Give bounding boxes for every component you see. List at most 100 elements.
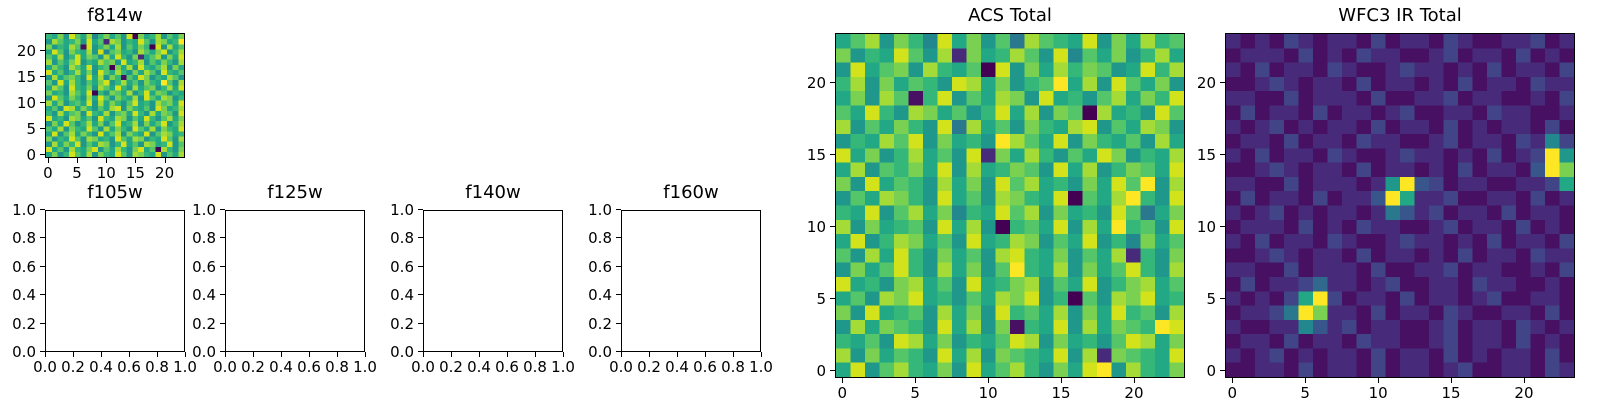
heatmap-f814w	[46, 34, 184, 157]
y-axis-ticks-f140w: 0.0 0.2 0.4 0.6 0.8 1.0	[377, 201, 423, 361]
y-tick-label: 5	[1206, 289, 1216, 308]
y-tick-label: 10	[16, 94, 36, 113]
x-tick-mark	[129, 352, 130, 357]
x-tick-mark	[164, 158, 166, 163]
x-tick-mark	[1523, 378, 1525, 383]
axes-f125w	[225, 210, 365, 352]
y-tick-mark	[40, 294, 45, 296]
x-tick-label: 5	[910, 384, 920, 400]
y-tick-mark	[40, 102, 45, 104]
heatmap-acs-total	[836, 34, 1184, 377]
y-tick-mark	[616, 237, 621, 239]
y-tick-label: 5	[816, 289, 826, 308]
subplot-acs-total: ACS Total 0 5 10 15 20 0 5 10 15 20	[807, 6, 1185, 400]
y-tick-mark	[418, 322, 423, 324]
plot-title-acs-total: ACS Total	[968, 5, 1052, 27]
x-tick-mark	[451, 352, 452, 357]
y-tick-mark	[616, 351, 621, 352]
y-axis-ticks-wfc3-ir-total: 0 5 10 15 20	[1179, 33, 1225, 380]
x-tick-mark	[621, 352, 622, 357]
y-tick-mark	[616, 209, 621, 210]
subplot-f140w: f140w 0.0 0.2 0.4 0.6 0.8 1.0 0.0 0.2 0.4 0.6 0.8…	[390, 183, 575, 376]
y-tick-label: 5	[26, 120, 36, 139]
y-tick-mark	[418, 209, 423, 210]
y-axis-ticks-f814w: 0 5 10 15 20	[0, 33, 45, 164]
y-tick-mark	[830, 82, 835, 84]
x-tick-mark	[77, 158, 79, 163]
axes-f160w	[621, 210, 761, 352]
x-tick-mark	[507, 352, 508, 357]
x-tick-label: 0	[1227, 384, 1238, 400]
x-tick-label: 10	[1368, 384, 1388, 400]
y-tick-mark	[40, 128, 45, 130]
x-axis-ticks-f160w: 0.0 0.2 0.4 0.6 0.8 1.0	[609, 352, 773, 378]
y-tick-label: 15	[16, 68, 36, 87]
x-tick-mark	[225, 352, 226, 357]
x-tick-label: 5	[72, 164, 82, 182]
y-tick-label: 0.2	[390, 314, 414, 333]
x-tick-mark	[733, 352, 734, 357]
x-tick-mark	[309, 352, 310, 357]
axes-f105w	[45, 210, 185, 352]
x-tick-mark	[47, 158, 49, 163]
plot-title-f125w: f125w	[267, 182, 323, 204]
y-tick-label: 1.0	[390, 201, 414, 219]
x-tick-label: 1.0	[173, 358, 197, 376]
y-tick-label: 0.4	[192, 286, 216, 305]
y-tick-mark	[40, 351, 45, 352]
x-tick-mark	[1378, 378, 1380, 383]
plot-title-f160w: f160w	[663, 182, 719, 204]
y-tick-mark	[40, 76, 45, 78]
x-axis-ticks-f105w: 0.0 0.2 0.4 0.6 0.8 1.0	[33, 352, 197, 378]
subplot-f814w: f814w 0 5 10 15 20 0 5 10 15 20	[17, 6, 185, 182]
y-axis-ticks-f105w: 0.0 0.2 0.4 0.6 0.8 1.0	[0, 201, 45, 361]
x-tick-mark	[988, 378, 990, 383]
y-tick-label: 1.0	[588, 201, 612, 219]
axes-acs-total	[835, 33, 1185, 378]
x-tick-label: 0.8	[721, 358, 745, 376]
y-tick-label: 0.0	[588, 343, 612, 361]
y-tick-label: 1.0	[192, 201, 216, 219]
x-tick-label: 0.0	[33, 358, 57, 376]
x-tick-label: 0.6	[693, 358, 717, 376]
x-tick-mark	[705, 352, 706, 357]
y-tick-label: 0.6	[12, 257, 36, 276]
x-tick-mark	[337, 352, 338, 357]
x-tick-mark	[1133, 378, 1135, 383]
y-tick-mark	[220, 322, 225, 324]
x-tick-label: 0.6	[117, 358, 141, 376]
y-axis-ticks-f160w: 0.0 0.2 0.4 0.6 0.8 1.0	[575, 201, 621, 361]
x-tick-label: 0.8	[325, 358, 349, 376]
x-tick-mark	[365, 352, 366, 357]
x-tick-mark	[1061, 378, 1063, 383]
x-tick-label: 20	[1514, 384, 1534, 400]
x-tick-label: 0.2	[439, 358, 463, 376]
subplot-wfc3-ir-total: WFC3 IR Total 0 5 10 15 20 0 5 10 15 20	[1197, 6, 1575, 400]
x-tick-label: 10	[978, 384, 998, 400]
x-axis-ticks-f140w: 0.0 0.2 0.4 0.6 0.8 1.0	[411, 352, 575, 378]
y-tick-label: 20	[16, 42, 36, 61]
y-tick-label: 0.6	[588, 257, 612, 276]
y-tick-label: 20	[1196, 74, 1216, 93]
y-tick-label: 0.8	[390, 229, 414, 248]
x-tick-label: 0.8	[145, 358, 169, 376]
x-axis-ticks-wfc3-ir-total: 0 5 10 15 20	[1225, 378, 1575, 400]
y-tick-label: 0.8	[12, 229, 36, 248]
axes-wfc3-ir-total	[1225, 33, 1575, 378]
y-tick-mark	[1220, 82, 1225, 84]
y-tick-mark	[418, 237, 423, 239]
x-tick-mark	[915, 378, 917, 383]
plot-title-f814w: f814w	[87, 5, 143, 27]
x-tick-mark	[423, 352, 424, 357]
y-tick-mark	[418, 351, 423, 352]
x-tick-mark	[135, 158, 137, 163]
x-tick-label: 5	[1300, 384, 1310, 400]
y-tick-mark	[220, 265, 225, 267]
subplot-f105w: f105w 0.0 0.2 0.4 0.6 0.8 1.0 0.0 0.2 0.4 0.6 0.8…	[12, 183, 197, 376]
y-tick-mark	[418, 294, 423, 296]
x-tick-mark	[253, 352, 254, 357]
y-tick-mark	[1220, 154, 1225, 156]
x-tick-label: 0.0	[411, 358, 435, 376]
y-tick-mark	[1220, 226, 1225, 228]
y-tick-mark	[220, 351, 225, 352]
